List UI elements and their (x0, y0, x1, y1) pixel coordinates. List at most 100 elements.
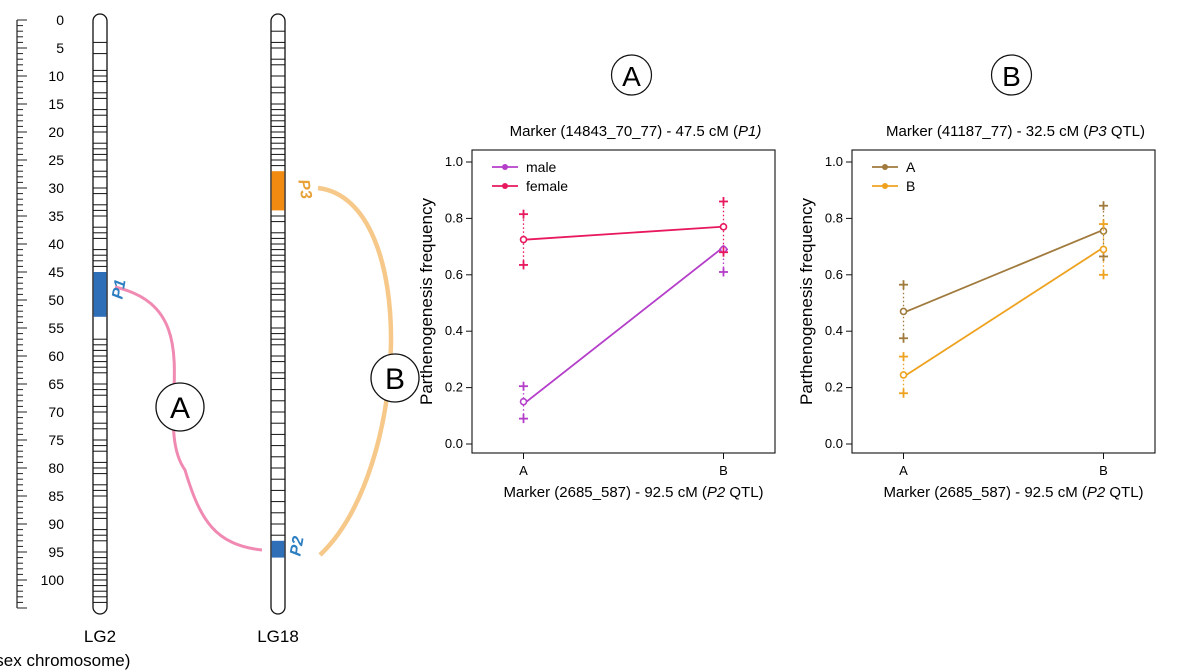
x-axis-label-italic: P2 (707, 484, 726, 501)
plot-frame (471, 149, 776, 454)
link-a-curve (114, 285, 263, 552)
y-tick-label: 0.6 (445, 267, 463, 282)
scale-tick-label: 70 (48, 404, 64, 420)
scale-tick-label: 15 (48, 96, 64, 112)
y-tick-label: 0.8 (825, 210, 843, 225)
qtl-labels: P1 P3 P2 (109, 178, 314, 557)
chart-panel-b: B Marker (41187_77) - 32.5 cM (P3 QTL) 0.0… (797, 54, 1156, 501)
scale-tick-label: 20 (48, 124, 64, 140)
scale-tick-label: 40 (48, 236, 64, 252)
genetic-map: 0 5 10 15 20 25 30 35 40 45 50 55 60 65 70 75 80 85 90 95 10… (0, 12, 420, 670)
y-tick-label: 0.0 (825, 436, 843, 451)
data-point (719, 223, 728, 231)
series-a (899, 201, 1108, 343)
panel-label: B (1002, 61, 1021, 92)
scale-tick-label: 10 (48, 68, 64, 84)
y-axis-label: Parthenogenesis frequency (417, 198, 436, 405)
chart-title: Marker (14843_70_77) - 47.5 cM (P1) (510, 123, 762, 140)
data-point (1099, 227, 1108, 235)
x-tick-label: B (1099, 463, 1108, 478)
y-axis-label: Parthenogenesis frequency (797, 198, 816, 405)
qtl-region-p2 (271, 540, 285, 558)
qtl-label-p3: P3 (294, 178, 314, 200)
y-tick-label: 1.0 (825, 154, 843, 169)
series-male (519, 244, 728, 424)
y-tick-label: 0.6 (825, 267, 843, 282)
data-point (899, 371, 908, 379)
qtl-label-p2: P2 (287, 535, 307, 557)
y-tick-label: 0.0 (445, 436, 463, 451)
scale-tick-label: 25 (48, 152, 64, 168)
scale-tick-label: 100 (41, 572, 65, 588)
y-tick-label: 0.2 (445, 380, 463, 395)
link-a-badge (155, 382, 205, 432)
data-point (519, 397, 528, 406)
y-tick-label: 0.2 (825, 380, 843, 395)
legend-label: B (906, 178, 915, 194)
series-line (526, 225, 721, 241)
scale-tick-label: 65 (48, 376, 64, 392)
scale-tick-label: 50 (48, 292, 64, 308)
scale-tick-label: 5 (56, 40, 64, 56)
scale-tick-label: 85 (48, 488, 64, 504)
chart-title-main: Marker (41187_77) - 32.5 cM ( (886, 123, 1088, 140)
x-tick-label: A (899, 463, 908, 478)
lg18-label: LG18 (257, 627, 299, 646)
chart-panel-a: A Marker (14843_70_77) - 47.5 cM (P1) 0.0 0… (417, 54, 776, 501)
qtl-region-p3 (271, 171, 285, 211)
panel-label: A (622, 61, 641, 92)
y-tick-label: 0.4 (825, 323, 843, 338)
legend-swatch-dot (502, 183, 508, 189)
y-tick-label: 1.0 (445, 154, 463, 169)
linkage-group-lg2 (92, 13, 108, 615)
series-line (525, 248, 722, 403)
x-axis-label-main: Marker (2685_587) - 92.5 cM ( (883, 484, 1086, 501)
qtl-label-p1: P1 (109, 278, 129, 300)
plot-frame (851, 149, 1156, 454)
x-tick-label: A (519, 463, 528, 478)
linkage-group-lg18 (270, 13, 286, 615)
link-b-badge (370, 353, 420, 403)
scale-tick-label: 60 (48, 348, 64, 364)
scale-tick-label: 0 (56, 12, 64, 28)
panel-badge (610, 54, 653, 96)
panel-badge (990, 54, 1033, 96)
lg2-label: LG2 (84, 627, 116, 646)
legend-label: female (526, 178, 568, 194)
qtl-region-p1 (93, 272, 107, 317)
x-axis-label: Marker (2685_587) - 92.5 cM (P2 QTL) (503, 484, 763, 501)
series-line (906, 248, 1101, 376)
legend-swatch-dot (882, 183, 888, 189)
x-axis-label-suffix: QTL) (1105, 484, 1143, 501)
link-a-label: A (170, 392, 190, 425)
x-axis-label-main: Marker (2685_587) - 92.5 cM ( (503, 484, 706, 501)
series-b (899, 219, 1108, 398)
data-point (1099, 245, 1108, 254)
link-b-curve (317, 185, 394, 557)
link-b-label: B (385, 363, 405, 396)
series-female (519, 196, 728, 270)
scale-tick-label: 55 (48, 320, 64, 336)
series-line (906, 230, 1101, 313)
chart-title-italic: P1) (738, 123, 761, 140)
data-point (519, 235, 528, 244)
legend-swatch-dot (502, 164, 508, 170)
lg2-sublabel: (sex chromosome) (0, 651, 130, 670)
scale-tick-label: 35 (48, 208, 64, 224)
qtl-links: AB (114, 185, 420, 557)
x-axis-label-italic: P2 (1087, 484, 1106, 501)
y-tick-label: 0.4 (445, 323, 463, 338)
legend-swatch-dot (882, 164, 888, 170)
chart-title-main: Marker (14843_70_77) - 47.5 cM ( (510, 123, 738, 140)
x-axis-label: Marker (2685_587) - 92.5 cM (P2 QTL) (883, 484, 1143, 501)
data-point (899, 307, 908, 316)
scale-tick-label: 75 (48, 432, 64, 448)
legend-label: male (526, 159, 557, 175)
y-tick-label: 0.8 (445, 210, 463, 225)
chart-title-italic: P3 (1088, 123, 1107, 140)
chart-title-suffix: QTL) (1107, 123, 1145, 140)
legend-label: A (906, 159, 916, 175)
x-axis-label-suffix: QTL) (725, 484, 763, 501)
scale-tick-label: 30 (48, 180, 64, 196)
